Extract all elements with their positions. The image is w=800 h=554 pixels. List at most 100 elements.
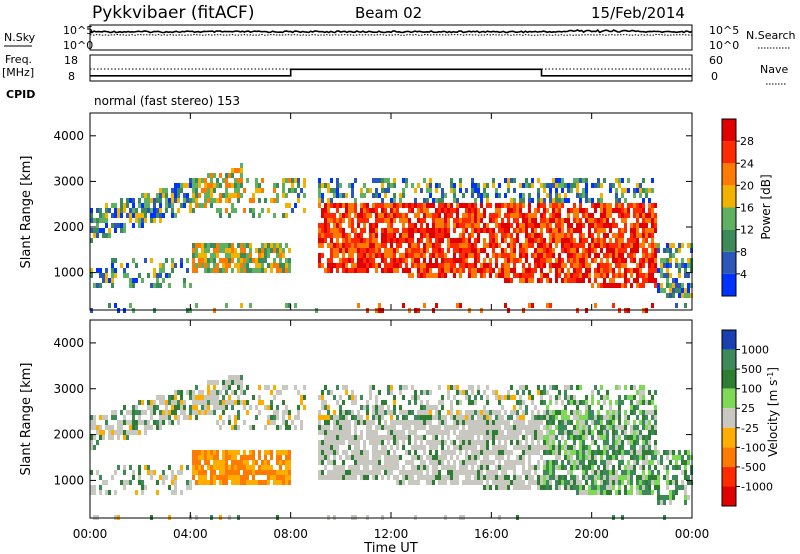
power-cell [147, 203, 150, 208]
power-cell [537, 188, 540, 193]
power-cell [426, 203, 429, 208]
velocity-cell [153, 405, 156, 410]
velocity-cell [333, 415, 336, 420]
velocity-cell [423, 415, 426, 420]
velocity-cell [438, 475, 441, 480]
velocity-cell [249, 470, 252, 475]
y-tick-label: 3000 [53, 174, 84, 188]
velocity-cell [510, 450, 513, 455]
power-cell [207, 243, 210, 248]
power-cell [561, 268, 564, 273]
power-cell [432, 223, 435, 228]
power-cell [678, 288, 681, 293]
power-cell [432, 198, 435, 203]
power-cell [363, 223, 366, 228]
velocity-cell [285, 475, 288, 480]
power-cell [264, 248, 267, 253]
velocity-cell [483, 410, 486, 415]
velocity-cell [387, 410, 390, 415]
velocity-cell [456, 410, 459, 415]
power-cell [378, 218, 381, 223]
power-cell [528, 263, 531, 268]
velocity-cell [153, 410, 156, 415]
power-cell [339, 233, 342, 238]
power-cell [570, 258, 573, 263]
velocity-cell [642, 435, 645, 440]
power-cell [567, 248, 570, 253]
velocity-cell [258, 395, 261, 400]
power-cell [381, 228, 384, 233]
power-cell [291, 178, 294, 183]
power-cell [114, 228, 117, 233]
velocity-cell [624, 465, 627, 470]
power-cell [600, 283, 603, 288]
velocity-cell [585, 415, 588, 420]
power-cell [669, 288, 672, 293]
power-cell [111, 258, 114, 263]
power-cell [123, 273, 126, 278]
power-cell [144, 218, 147, 223]
power-cell [372, 253, 375, 258]
velocity-cell [543, 410, 546, 415]
velocity-cell [369, 435, 372, 440]
velocity-cell [435, 430, 438, 435]
power-cell [516, 203, 519, 208]
power-cell [546, 218, 549, 223]
velocity-cell [441, 445, 444, 450]
power-cell [636, 203, 639, 208]
velocity-cell [567, 430, 570, 435]
velocity-cell [594, 415, 597, 420]
power-cell [282, 263, 285, 268]
power-cell [579, 273, 582, 278]
velocity-cell [543, 450, 546, 455]
power-cell [450, 243, 453, 248]
power-cell [480, 198, 483, 203]
power-cell [438, 273, 441, 278]
power-cell [369, 248, 372, 253]
velocity-cell [516, 440, 519, 445]
velocity-cell [585, 395, 588, 400]
velocity-cell [402, 435, 405, 440]
power-cell [423, 248, 426, 253]
velocity-cell [648, 470, 651, 475]
power-cell [327, 198, 330, 203]
power-cell [192, 253, 195, 258]
velocity-cell [642, 390, 645, 395]
power-cell [336, 208, 339, 213]
power-cell [153, 273, 156, 278]
power-cell [489, 228, 492, 233]
velocity-cell [348, 475, 351, 480]
velocity-cell [420, 400, 423, 405]
power-cell [570, 223, 573, 228]
power-cell [636, 283, 639, 288]
velocity-cell [450, 455, 453, 460]
velocity-cell [600, 480, 603, 485]
velocity-cell [369, 460, 372, 465]
power-cell [540, 263, 543, 268]
velocity-cell [459, 450, 462, 455]
power-cell [564, 198, 567, 203]
power-cell [369, 243, 372, 248]
power-cell [492, 228, 495, 233]
velocity-cell [381, 400, 384, 405]
power-cell [570, 263, 573, 268]
velocity-cell [642, 415, 645, 420]
velocity-cell [651, 395, 654, 400]
velocity-cell [252, 455, 255, 460]
velocity-cell [570, 445, 573, 450]
velocity-cell [471, 430, 474, 435]
velocity-cell [105, 425, 108, 430]
velocity-cell [393, 455, 396, 460]
power-cell [507, 258, 510, 263]
velocity-cell [375, 460, 378, 465]
velocity-cell [666, 450, 669, 455]
velocity-cell [393, 400, 396, 405]
velocity-cell [162, 400, 165, 405]
velocity-cell [165, 415, 168, 420]
power-cell [390, 253, 393, 258]
velocity-cell [495, 430, 498, 435]
power-cell [615, 178, 618, 183]
power-cell [261, 263, 264, 268]
velocity-cell [465, 455, 468, 460]
velocity-cell [345, 410, 348, 415]
